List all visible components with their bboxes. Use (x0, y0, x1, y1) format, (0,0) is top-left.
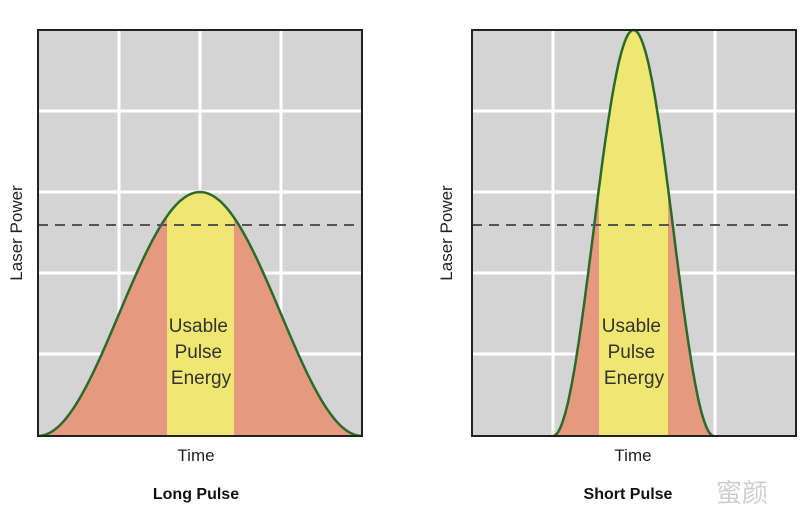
short-pulse-panel: Usable Pulse Energy Time Laser Power Sho… (437, 28, 797, 503)
usable-energy-label: Usable Pulse Energy (169, 316, 233, 389)
plot-frame (471, 29, 797, 437)
usable-energy-label: Usable Pulse Energy (602, 316, 666, 389)
plot-frame (37, 29, 363, 437)
panel-caption: Short Pulse (584, 486, 673, 503)
usable-energy-region (167, 192, 234, 436)
y-axis-label: Laser Power (437, 185, 456, 281)
y-axis-label: Laser Power (7, 185, 26, 281)
long-pulse-panel: Usable Pulse Energy Time Laser Power Lon… (7, 29, 363, 503)
x-axis-label: Time (177, 446, 214, 465)
panel-caption: Long Pulse (153, 486, 239, 503)
watermark-logo: 蜜颜 (716, 479, 768, 509)
x-axis-label: Time (614, 446, 651, 465)
pulse-curve (37, 190, 363, 438)
